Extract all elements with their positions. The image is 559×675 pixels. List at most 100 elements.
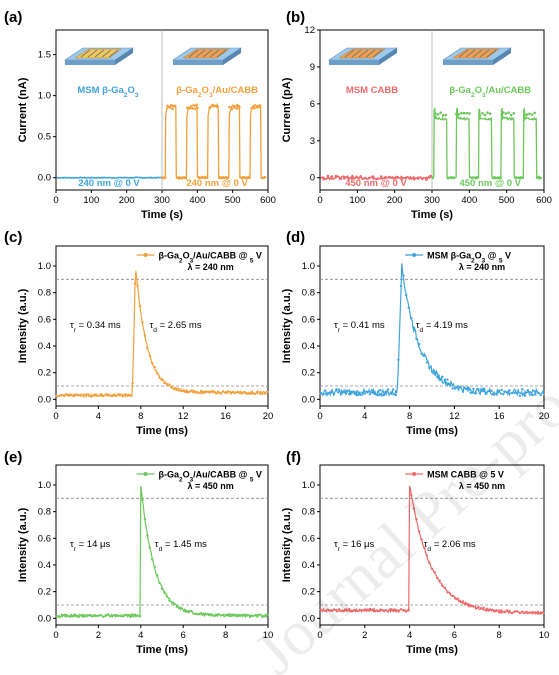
response-point <box>350 390 354 394</box>
series-left-point <box>379 175 383 178</box>
response-point <box>175 388 178 392</box>
response-point <box>495 393 498 396</box>
response-point <box>446 378 449 381</box>
response-point <box>531 393 534 397</box>
x-tick-label: 8 <box>497 630 502 641</box>
series-right-point <box>247 176 251 179</box>
response-point <box>472 387 475 391</box>
response-point <box>430 567 434 570</box>
series-right-point <box>491 176 495 179</box>
response-point <box>446 591 449 594</box>
series-right-point <box>250 106 254 110</box>
response-point <box>207 613 210 616</box>
y-tick-label: 0.2 <box>38 368 51 379</box>
series-right-point <box>191 106 194 110</box>
series-right-point <box>176 176 179 179</box>
response-point <box>417 530 421 533</box>
axes-frame <box>319 245 545 407</box>
series-right-point <box>262 176 266 179</box>
panel-letter: (b) <box>286 9 305 26</box>
response-point <box>102 615 105 618</box>
y-tick-label: 9 <box>310 62 315 73</box>
response-point <box>348 392 351 396</box>
response-point <box>443 378 447 382</box>
response-point <box>207 390 210 394</box>
series-left-point <box>400 177 404 181</box>
series-left-annotation: 240 nm @ 0 V <box>78 178 140 189</box>
response-point <box>441 584 444 587</box>
y-tick-label: 1.0 <box>302 480 315 491</box>
response-point <box>106 613 110 616</box>
response-point <box>521 388 524 391</box>
series-left-point <box>388 176 391 179</box>
response-point <box>97 614 100 618</box>
y-tick-label: 0.8 <box>302 507 315 518</box>
response-point <box>224 613 227 616</box>
axes-frame <box>319 464 545 626</box>
response-point <box>182 609 186 613</box>
response-point <box>412 326 416 329</box>
response-point <box>526 611 529 615</box>
response-point <box>236 613 240 617</box>
response-point <box>353 391 356 394</box>
y-tick-label: 0.4 <box>302 341 315 352</box>
response-point <box>451 594 454 598</box>
response-point <box>253 392 257 396</box>
response-point <box>192 390 195 393</box>
response-point <box>153 366 156 369</box>
response-point <box>131 613 134 616</box>
response-point <box>492 393 496 396</box>
response-point <box>330 391 333 394</box>
response-point <box>124 393 127 396</box>
series-left-point <box>342 177 346 180</box>
response-point <box>231 613 235 616</box>
response-point <box>256 390 259 393</box>
y-axis-label: Current (nA) <box>17 77 29 142</box>
series-right-point <box>473 176 476 179</box>
response-point <box>438 378 441 382</box>
response-point <box>99 614 103 617</box>
y-tick-label: 0.0 <box>38 394 51 405</box>
response-point <box>109 394 112 397</box>
y-tick-label: 1.0 <box>38 261 51 272</box>
response-point <box>389 607 392 611</box>
series-right-point <box>230 107 234 111</box>
series-right-point <box>475 176 479 179</box>
response-point <box>131 382 134 385</box>
response-point <box>77 615 81 619</box>
y-tick-label: 0.2 <box>302 587 315 598</box>
series-right-point <box>213 104 216 108</box>
response-point <box>498 611 501 614</box>
axes-frame <box>55 245 269 407</box>
response-point <box>77 393 81 397</box>
series-right-point <box>233 106 236 109</box>
response-point <box>461 600 465 603</box>
response-point <box>521 610 524 613</box>
response-point <box>474 391 478 395</box>
response-point <box>423 546 426 550</box>
response-point <box>182 389 186 393</box>
response-point <box>92 394 95 397</box>
x-tick-label: 600 <box>260 195 276 206</box>
legend-marker <box>412 253 417 257</box>
series-left-point <box>371 175 375 178</box>
series-right-point <box>522 114 526 117</box>
y-tick-label: 0.2 <box>302 368 315 379</box>
panel-letter: (a) <box>4 9 22 26</box>
response-point <box>384 608 387 612</box>
response-point <box>381 609 385 612</box>
response-point <box>102 394 105 398</box>
response-point <box>402 609 405 612</box>
response-point <box>368 393 372 396</box>
panel-letter: (c) <box>4 229 22 246</box>
legend-label: β-Ga2O3/Au/CABB @ 5 V <box>159 470 262 484</box>
response-point <box>170 601 173 604</box>
response-point <box>355 609 359 613</box>
x-tick-label: 200 <box>119 195 135 206</box>
wavelength-label: λ = 450 nm <box>187 481 233 491</box>
response-point <box>510 611 514 615</box>
response-point <box>256 615 259 618</box>
series-right-point <box>502 111 505 114</box>
response-point <box>62 394 66 398</box>
response-point <box>361 609 364 612</box>
